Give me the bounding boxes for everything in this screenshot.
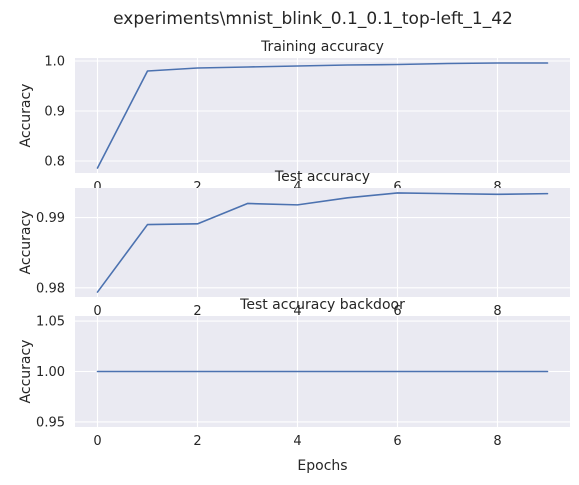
x-tick-label: 4 — [293, 180, 301, 195]
x-tick-label: 4 — [293, 304, 301, 319]
x-tick-label: 6 — [393, 304, 401, 319]
subplot-title: Test accuracy — [274, 169, 370, 185]
y-tick-label: 0.95 — [36, 415, 65, 430]
plot-area — [75, 188, 570, 297]
series-line — [96, 192, 549, 293]
y-axis-label: Accuracy — [18, 84, 34, 148]
subplot-title: Training accuracy — [260, 39, 384, 55]
x-tick-label: 2 — [193, 304, 201, 319]
x-tick-label: 8 — [493, 434, 501, 449]
x-tick-label: 6 — [393, 180, 401, 195]
subplot-3: 0.95 1.00 1.05 0 2 4 6 8 Test accuracy backdoor A… — [18, 297, 570, 474]
y-axis-label: Accuracy — [18, 211, 34, 275]
subplot-2: 0.98 0.99 0 2 4 6 8 Test accuracy Accuracy — [18, 169, 570, 319]
x-tick-label: 0 — [93, 434, 101, 449]
x-tick-label: 4 — [293, 434, 301, 449]
x-tick-label: 8 — [493, 304, 501, 319]
x-axis-label: Epochs — [297, 458, 347, 474]
y-tick-label: 1.05 — [36, 315, 65, 330]
y-tick-label: 1.0 — [44, 55, 65, 70]
y-tick-label: 0.8 — [44, 155, 65, 170]
y-tick-label: 0.99 — [36, 211, 65, 226]
subplot-title: Test accuracy backdoor — [239, 297, 405, 313]
subplot-1: 0.8 0.9 1.0 0 2 4 6 8 Training accuracy Accuracy — [18, 39, 570, 195]
x-tick-label: 0 — [93, 180, 101, 195]
x-tick-label: 8 — [493, 180, 501, 195]
series-line — [96, 62, 549, 169]
x-tick-label: 2 — [193, 180, 201, 195]
x-tick-label: 2 — [193, 434, 201, 449]
x-tick-label: 0 — [93, 304, 101, 319]
y-tick-label: 0.9 — [44, 105, 65, 120]
x-tick-label: 6 — [393, 434, 401, 449]
y-tick-label: 1.00 — [36, 365, 65, 380]
y-axis-label: Accuracy — [18, 340, 34, 404]
y-tick-label: 0.98 — [36, 281, 65, 296]
figure-title: experiments\mnist_blink_0.1_0.1_top-left… — [113, 9, 513, 29]
plot-area — [75, 58, 570, 173]
